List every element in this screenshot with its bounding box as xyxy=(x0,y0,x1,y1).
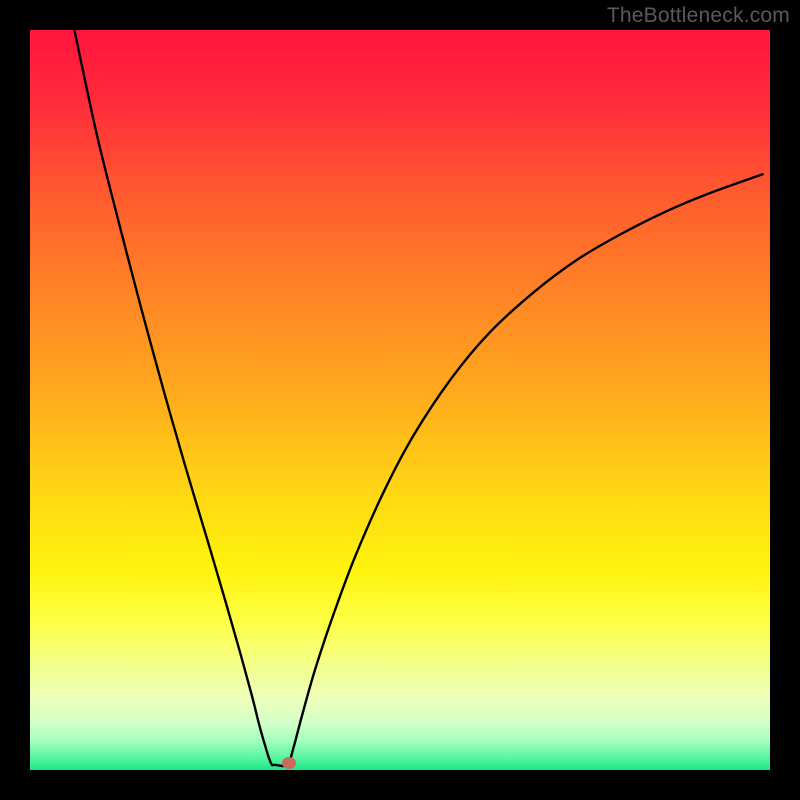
bottleneck-curve xyxy=(74,30,762,766)
curve-layer xyxy=(30,30,770,770)
dip-marker xyxy=(282,757,296,769)
watermark-text: TheBottleneck.com xyxy=(607,4,790,28)
plot-area xyxy=(30,30,770,770)
